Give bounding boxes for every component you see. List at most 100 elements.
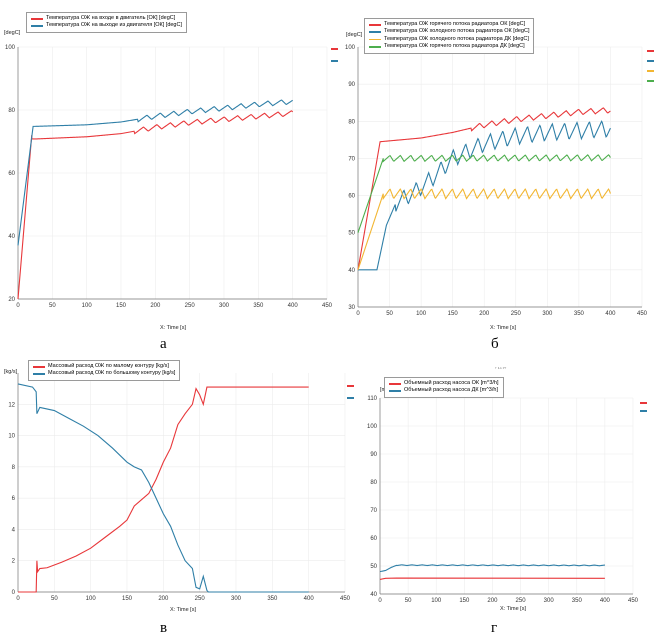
legend-entry: Температура ОЖ горячего потока радиатора… [384,21,526,27]
series-line-2 [17,383,309,593]
chart-c-xlabel: X: Time [s] [170,607,196,613]
side-marker-blue [331,60,338,62]
chart-a-xlabel: X: Time [s] [160,325,186,331]
legend-swatch [389,382,401,385]
chart-c-legend: Массовый расход ОЖ по малому контуру [kg… [28,360,181,381]
y-tick-label: 40 [348,268,355,274]
legend-entry: Температура ОЖ на выходе из двигателя [О… [46,22,182,29]
legend-swatch [369,23,381,26]
chart-b-plot: 30 40 50 60 70 80 90 100 0 50 100 150 200 250 300 350 40… [345,45,648,317]
x-tick-label: 250 [516,598,527,604]
side-marker-yellow [647,70,654,72]
x-tick-label: 350 [572,598,583,604]
side-marker-red [331,48,338,50]
side-marker-red [347,385,354,387]
x-tick-label: 150 [122,596,133,602]
y-tick-label: 4 [12,527,16,533]
series-line-2 [17,99,293,246]
chart-b-ylabel: [degC] [346,32,363,38]
x-tick-label: 400 [605,311,616,317]
x-tick-label: 400 [288,303,299,309]
legend-swatch [33,373,45,375]
y-tick-label: 60 [370,536,377,542]
legend-entry: Объемный расход насоса ДК [m^3/h] [404,387,498,394]
chart-c-ylabel: [kg/s] [4,369,18,375]
legend-swatch [369,46,381,48]
series-line-1 [379,577,605,580]
chart-b-xlabel: X: Time [s] [490,325,516,331]
x-tick-label: 50 [386,311,393,317]
y-tick-label: 6 [12,496,16,502]
legend-entry: Объемный расход насоса ОК [m^3/h] [404,380,499,386]
y-tick-label: 100 [5,45,16,51]
side-marker-blue [647,60,654,62]
x-tick-label: 450 [628,598,639,604]
legend-swatch [31,25,43,27]
legend-swatch [369,38,381,41]
x-tick-label: 400 [600,598,611,604]
chart-d-xlabel: X: Time [s] [500,606,526,612]
legend-swatch [369,31,381,33]
chart-panel-c: 0 2 4 6 8 10 12 0 50 100 150 200 250 300 350 400 450 [kg… [0,355,355,620]
y-tick-label: 50 [370,564,377,570]
y-tick-label: 30 [348,305,355,311]
legend-entry: Массовый расход ОЖ по малому контуру [kg… [48,363,169,369]
x-tick-label: 350 [574,311,585,317]
series-line-4 [357,154,611,233]
series-line-2 [379,564,605,573]
side-marker-green [647,80,654,82]
y-tick-label: 40 [370,592,377,598]
y-tick-label: 80 [370,480,377,486]
x-tick-label: 100 [416,311,427,317]
chart-panel-a: 20 40 60 80 100 0 50 100 150 200 250 300 350 400 450 [… [0,0,338,331]
y-tick-label: 80 [348,119,355,125]
legend-entry: Массовый расход ОЖ по большому контуру [… [48,370,176,377]
x-tick-label: 300 [542,311,553,317]
chart-a-ylabel: [degC] [4,30,21,36]
x-tick-label: 150 [459,598,470,604]
y-tick-label: 12 [8,402,15,408]
legend-swatch [389,390,401,392]
x-tick-label: 100 [86,596,97,602]
x-tick-label: 200 [150,303,161,309]
caption-d: г [491,620,498,636]
chart-b-legend: Температура ОЖ горячего потока радиатора… [364,18,535,54]
x-tick-label: 50 [51,596,58,602]
y-tick-label: 70 [370,508,377,514]
legend-swatch [33,365,45,368]
x-tick-label: 50 [49,303,56,309]
legend-entry: Температура ОЖ холодного потока радиатор… [384,35,529,42]
series-line-3 [357,188,611,271]
caption-a: а [160,336,167,352]
chart-c-plot: 0 2 4 6 8 10 12 0 50 100 150 200 250 300 350 400 450 [8,373,351,602]
x-tick-label: 250 [511,311,522,317]
y-tick-label: 8 [12,465,16,471]
caption-c: в [160,620,168,636]
chart-d-plot: 40 50 60 70 80 90 100 110 0 50 100 150 200 250 300 350 4… [367,396,639,604]
chart-d-legend: Объемный расход насоса ОК [m^3/h] Объемн… [384,377,504,398]
y-tick-label: 90 [370,452,377,458]
x-tick-label: 100 [82,303,93,309]
x-tick-label: 0 [356,311,360,317]
x-tick-label: 0 [16,596,20,602]
y-tick-label: 50 [348,231,355,237]
chart-a-plot: 20 40 60 80 100 0 50 100 150 200 250 300 350 400 450 [5,45,333,309]
x-tick-label: 400 [304,596,315,602]
series-line-1 [357,107,611,270]
chart-a-legend: Температура ОЖ на входе в двигатель [ОК]… [26,12,187,33]
caption-b: б [491,336,499,352]
y-tick-label: 110 [367,396,377,402]
series-line-2 [358,120,611,271]
side-marker-red [640,402,647,404]
x-tick-label: 200 [487,598,498,604]
side-marker-blue [640,410,647,412]
y-tick-label: 100 [345,45,356,51]
chart-panel-d: 40 50 60 70 80 90 100 110 0 50 100 150 200 250 300 350 4… [360,360,655,620]
side-marker-red [647,50,654,52]
y-tick-label: 0 [12,590,16,596]
x-tick-label: 150 [116,303,127,309]
x-tick-label: 200 [479,311,490,317]
legend-swatch [31,17,43,20]
y-tick-label: 70 [348,156,355,162]
y-tick-label: 60 [348,194,355,200]
